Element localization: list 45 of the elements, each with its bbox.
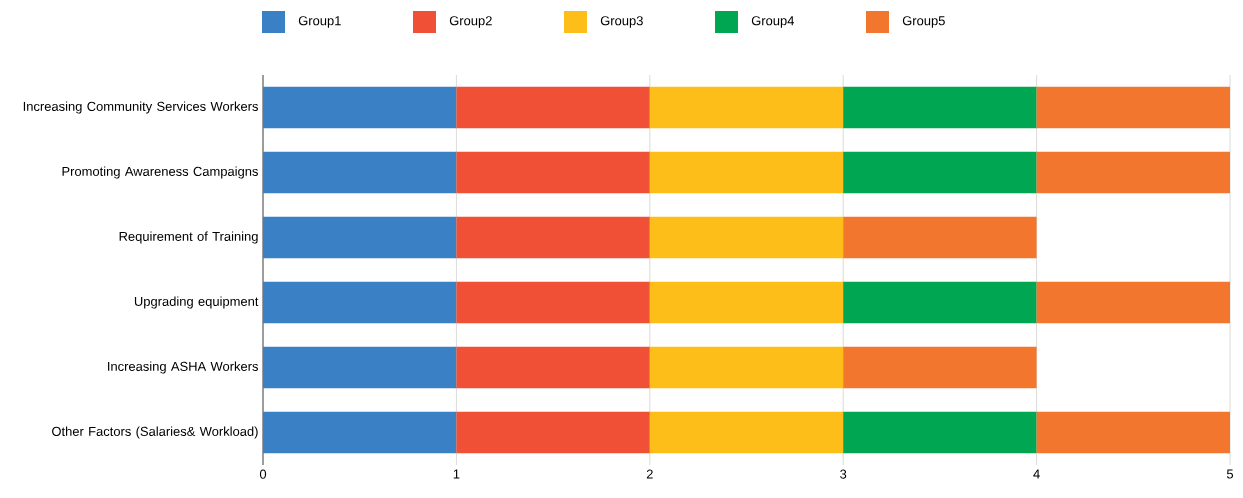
y-tick-label: Increasing Community Services Workers [23, 101, 258, 114]
bar [263, 411, 457, 454]
bar [843, 281, 1037, 324]
x-tick-label: 5 [1226, 469, 1234, 479]
bar [649, 281, 844, 324]
bar [1036, 151, 1231, 194]
bar [456, 216, 650, 259]
x-tick-label: 2 [646, 469, 653, 479]
bar [263, 151, 457, 194]
x-tick-label: 4 [1033, 469, 1040, 479]
legend-label: Group4 [751, 16, 795, 28]
legend-label: Group5 [902, 16, 945, 28]
bar [843, 411, 1037, 454]
y-tick-label: Promoting Awareness Campaigns [62, 166, 258, 179]
bar [1036, 86, 1231, 129]
y-tick-label: Upgrading equipment [134, 296, 259, 309]
x-tick-label: 0 [259, 469, 267, 479]
bar [263, 281, 457, 324]
bar [843, 346, 1037, 389]
x-tick-label: 3 [840, 469, 847, 479]
bar [843, 151, 1037, 194]
bar [456, 151, 650, 194]
bar [843, 216, 1037, 259]
bar [649, 346, 844, 389]
x-tick-label: 1 [453, 469, 460, 479]
y-tick-label: Other Factors (Salaries& Workload) [52, 426, 258, 439]
bar [1036, 281, 1231, 324]
bar [263, 346, 457, 389]
bar [649, 411, 844, 454]
bar [456, 281, 650, 324]
y-tick-label: Increasing ASHA Workers [108, 361, 259, 374]
bar [456, 411, 650, 454]
bar [649, 216, 844, 259]
legend-label: Group3 [600, 16, 643, 28]
legend-label: Group1 [298, 16, 341, 28]
bar [843, 86, 1037, 129]
bar [1036, 411, 1231, 454]
bar [263, 86, 457, 129]
bar [456, 346, 650, 389]
bar [649, 151, 844, 194]
legend-label: Group2 [449, 16, 492, 28]
bar [456, 86, 650, 129]
bar [263, 216, 457, 259]
bar [649, 86, 844, 129]
y-tick-label: Requirement of Training [119, 231, 258, 244]
